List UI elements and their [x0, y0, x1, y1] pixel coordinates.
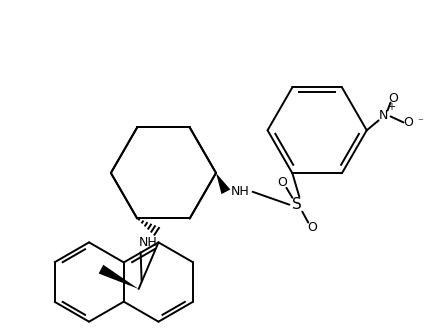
Text: O: O	[307, 221, 317, 234]
Text: NH: NH	[230, 185, 249, 198]
Text: O: O	[388, 92, 398, 105]
Text: N: N	[379, 109, 388, 122]
Polygon shape	[98, 265, 139, 289]
Text: S: S	[292, 197, 302, 212]
Text: ⁻: ⁻	[417, 117, 423, 127]
Text: O: O	[403, 116, 413, 129]
Text: NH: NH	[139, 236, 158, 249]
Text: O: O	[277, 176, 287, 189]
Text: +: +	[388, 103, 396, 113]
Polygon shape	[216, 173, 230, 194]
